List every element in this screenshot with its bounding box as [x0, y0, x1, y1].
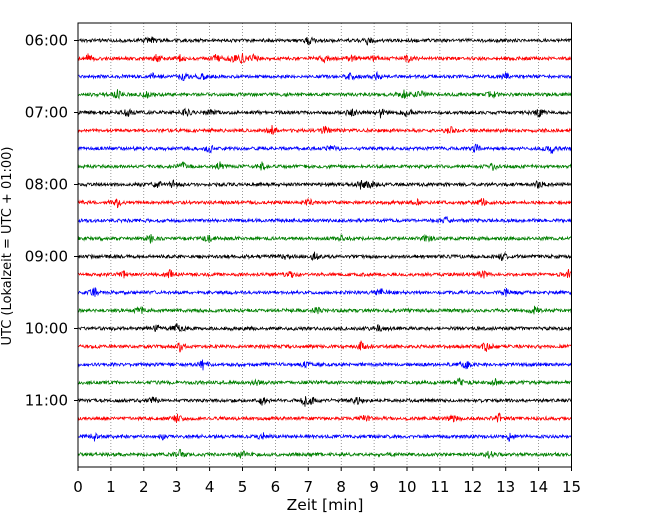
x-tick-label: 9	[369, 478, 379, 496]
x-tick-label: 1	[106, 478, 116, 496]
y-tick-label: 11:00	[25, 392, 68, 410]
trace-09:45	[77, 305, 572, 315]
x-tick-label: 6	[271, 478, 281, 496]
y-tick-label: 10:00	[25, 320, 68, 338]
x-tick-label: 8	[336, 478, 346, 496]
trace-06:00	[77, 36, 572, 46]
x-tick-label: 4	[205, 478, 215, 496]
trace-09:15	[77, 268, 572, 279]
trace-09:00	[77, 251, 572, 262]
x-tick-label: 0	[73, 478, 83, 496]
x-tick-label: 3	[172, 478, 182, 496]
trace-10:00	[77, 323, 572, 333]
y-axis-label: UTC (Lokalzeit = UTC + 01:00)	[0, 147, 15, 346]
x-tick-label: 2	[139, 478, 149, 496]
x-tick-label: 13	[496, 478, 515, 496]
trace-10:30	[77, 359, 572, 371]
trace-08:15	[77, 197, 572, 209]
plot-frame	[77, 22, 572, 468]
x-tick-label: 15	[562, 478, 581, 496]
trace-06:45	[77, 89, 572, 100]
y-tick-label: 09:00	[25, 248, 68, 266]
trace-06:30	[77, 70, 572, 81]
trace-11:00	[77, 396, 572, 407]
trace-10:15	[77, 340, 572, 353]
trace-06:15	[77, 53, 572, 64]
y-tick-label: 08:00	[25, 176, 68, 194]
trace-07:30	[77, 143, 572, 155]
x-axis-ticks: 0 1 2 3 4 5 6 7 8 9 10 11 12 13 14 15	[73, 467, 581, 496]
trace-09:30	[77, 286, 572, 297]
trace-08:30	[77, 215, 572, 224]
trace-07:00	[77, 107, 572, 119]
x-tick-label: 14	[529, 478, 548, 496]
x-tick-label: 10	[397, 478, 416, 496]
trace-08:00	[77, 179, 572, 190]
trace-07:45	[77, 161, 572, 171]
x-axis-label: Zeit [min]	[287, 496, 364, 514]
trace-10:45	[77, 377, 572, 387]
x-tick-label: 12	[463, 478, 482, 496]
trace-08:45	[77, 233, 572, 244]
trace-11:45	[77, 448, 572, 460]
y-tick-label: 06:00	[25, 32, 68, 50]
x-tick-label: 5	[238, 478, 248, 496]
y-tick-label: 07:00	[25, 104, 68, 122]
x-tick-label: 11	[430, 478, 449, 496]
trace-11:15	[77, 412, 572, 423]
traces	[77, 36, 572, 460]
x-tick-label: 7	[304, 478, 314, 496]
trace-07:15	[77, 124, 572, 135]
trace-11:30	[77, 432, 572, 442]
y-axis-ticks: 06:00 07:00 08:00 09:00 10:00 11:00	[25, 32, 78, 410]
